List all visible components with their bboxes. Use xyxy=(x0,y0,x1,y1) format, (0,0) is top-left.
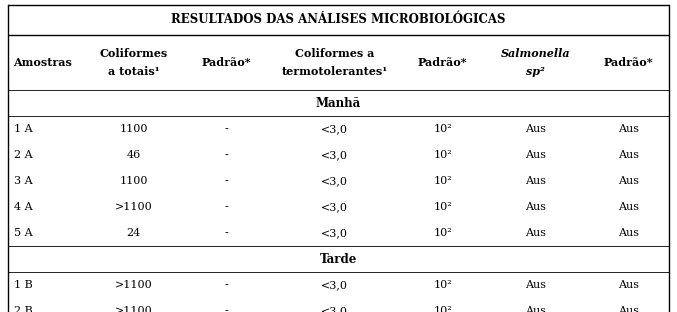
Text: 1 A: 1 A xyxy=(14,124,32,134)
Text: -: - xyxy=(225,150,228,160)
Text: <3,0: <3,0 xyxy=(321,228,348,238)
Text: Padrão*: Padrão* xyxy=(418,57,468,68)
Text: <3,0: <3,0 xyxy=(321,124,348,134)
Text: >1100: >1100 xyxy=(115,280,152,290)
Text: Aus: Aus xyxy=(618,202,639,212)
Text: >1100: >1100 xyxy=(115,202,152,212)
Text: -: - xyxy=(225,202,228,212)
Text: Aus: Aus xyxy=(618,150,639,160)
Text: 1 B: 1 B xyxy=(14,280,32,290)
Text: <3,0: <3,0 xyxy=(321,150,348,160)
Text: 10²: 10² xyxy=(433,176,452,186)
Text: Amostras: Amostras xyxy=(14,57,72,68)
Text: -: - xyxy=(225,228,228,238)
Text: -: - xyxy=(225,124,228,134)
Text: Aus: Aus xyxy=(618,306,639,312)
Text: Aus: Aus xyxy=(525,306,546,312)
Text: 10²: 10² xyxy=(433,202,452,212)
Text: 10²: 10² xyxy=(433,280,452,290)
Text: 10²: 10² xyxy=(433,150,452,160)
Text: 1100: 1100 xyxy=(119,176,148,186)
Text: RESULTADOS DAS ANÁLISES MICROBIOLÓGICAS: RESULTADOS DAS ANÁLISES MICROBIOLÓGICAS xyxy=(171,13,506,27)
Text: 3 A: 3 A xyxy=(14,176,32,186)
Text: Aus: Aus xyxy=(618,228,639,238)
Text: a totais¹: a totais¹ xyxy=(108,66,160,77)
Text: Coliformes: Coliformes xyxy=(100,48,168,59)
Text: Aus: Aus xyxy=(525,228,546,238)
Text: <3,0: <3,0 xyxy=(321,202,348,212)
Text: Aus: Aus xyxy=(525,176,546,186)
Text: 10²: 10² xyxy=(433,228,452,238)
Text: Padrão*: Padrão* xyxy=(603,57,653,68)
Text: Aus: Aus xyxy=(618,124,639,134)
Text: -: - xyxy=(225,176,228,186)
Text: Tarde: Tarde xyxy=(320,253,357,266)
Text: Aus: Aus xyxy=(618,176,639,186)
Text: Coliformes a: Coliformes a xyxy=(295,48,374,59)
Text: Aus: Aus xyxy=(525,124,546,134)
Text: 24: 24 xyxy=(127,228,141,238)
Text: Salmonella: Salmonella xyxy=(501,48,571,59)
Text: <3,0: <3,0 xyxy=(321,280,348,290)
Text: 10²: 10² xyxy=(433,306,452,312)
Text: 10²: 10² xyxy=(433,124,452,134)
Text: sp²: sp² xyxy=(526,66,545,77)
Text: 1100: 1100 xyxy=(119,124,148,134)
Text: <3,0: <3,0 xyxy=(321,176,348,186)
Text: 4 A: 4 A xyxy=(14,202,32,212)
Text: Aus: Aus xyxy=(618,280,639,290)
Text: 2 A: 2 A xyxy=(14,150,32,160)
Text: Aus: Aus xyxy=(525,280,546,290)
Text: >1100: >1100 xyxy=(115,306,152,312)
Text: Aus: Aus xyxy=(525,202,546,212)
Text: Manhã: Manhã xyxy=(316,97,361,110)
Text: 46: 46 xyxy=(127,150,141,160)
Text: <3,0: <3,0 xyxy=(321,306,348,312)
Text: -: - xyxy=(225,306,228,312)
Text: termotolerantes¹: termotolerantes¹ xyxy=(282,66,388,77)
Text: 5 A: 5 A xyxy=(14,228,32,238)
Text: Aus: Aus xyxy=(525,150,546,160)
Text: -: - xyxy=(225,280,228,290)
Text: 2 B: 2 B xyxy=(14,306,32,312)
Text: Padrão*: Padrão* xyxy=(202,57,251,68)
